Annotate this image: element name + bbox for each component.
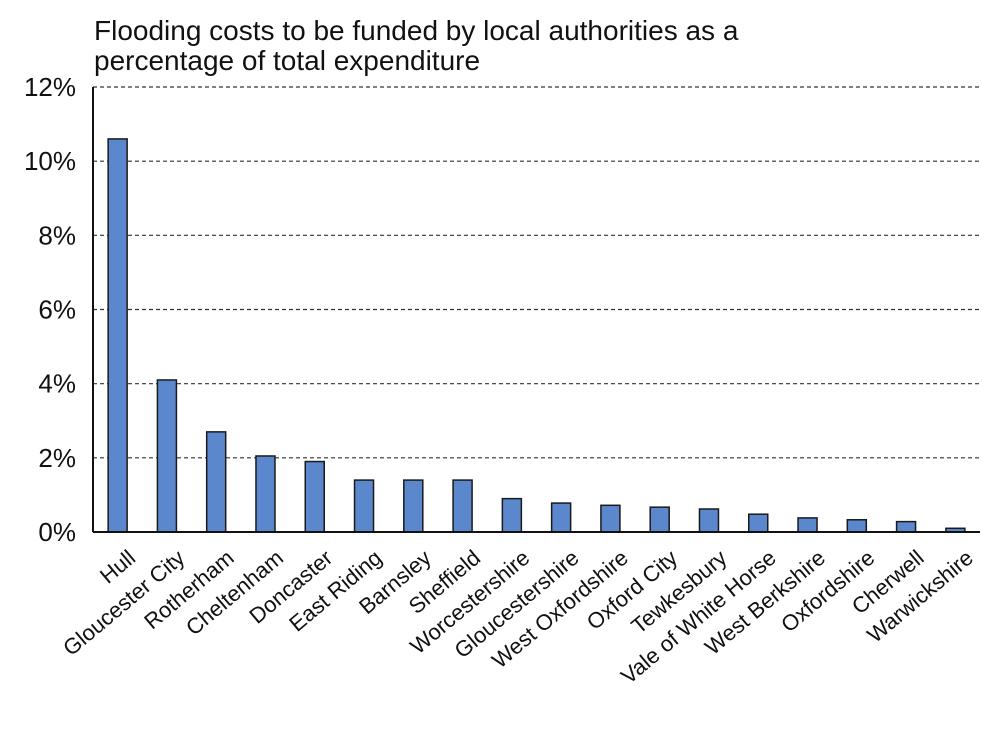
bars <box>107 138 966 533</box>
y-tick-label: 6% <box>38 295 76 325</box>
bar <box>550 502 572 533</box>
bar <box>649 506 670 533</box>
chart-title-line-2: percentage of total expenditure <box>94 45 480 76</box>
bar <box>107 138 128 533</box>
bar <box>353 479 375 533</box>
axes <box>92 87 980 533</box>
y-tick-label: 12% <box>24 72 76 102</box>
bar <box>304 460 325 533</box>
y-tick-label: 10% <box>24 146 76 176</box>
gridlines <box>93 86 980 459</box>
bar <box>846 519 868 533</box>
bar <box>205 431 227 533</box>
bar <box>748 513 769 533</box>
y-tick-label: 2% <box>38 443 76 473</box>
bar <box>600 504 621 533</box>
bar <box>255 455 276 533</box>
y-tick-label: 0% <box>38 517 76 547</box>
bar <box>403 479 424 533</box>
bar <box>797 517 818 533</box>
bar <box>895 520 917 533</box>
chart-title-line-1: Flooding costs to be funded by local aut… <box>94 15 739 46</box>
y-axis-tick-labels: 0% 2% 4% 6% 8% 10% 12% <box>24 72 76 547</box>
chart-title: Flooding costs to be funded by local aut… <box>94 15 739 76</box>
bar <box>452 479 473 533</box>
bar <box>501 497 523 533</box>
y-tick-label: 4% <box>38 369 76 399</box>
bar <box>698 508 720 533</box>
y-tick-label: 8% <box>38 220 76 250</box>
bar <box>156 379 178 533</box>
